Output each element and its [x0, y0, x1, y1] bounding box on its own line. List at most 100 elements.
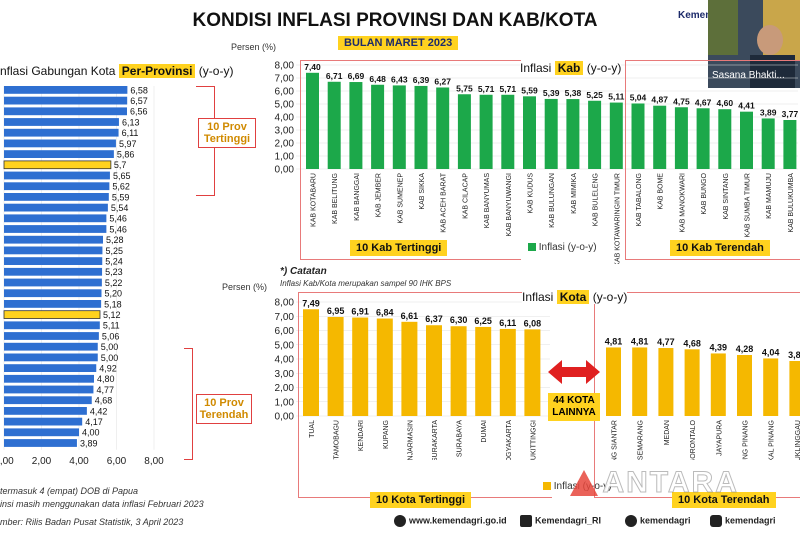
prov-bar — [4, 107, 127, 116]
prov-bar — [4, 278, 102, 287]
kota-middle-line2: LAINNYA — [552, 407, 596, 418]
kab-bar — [761, 118, 775, 169]
kota-ytick: 0,00 — [275, 412, 295, 423]
kab-ytick: 3,00 — [275, 126, 295, 137]
prov-bar — [4, 225, 107, 233]
prov-xtick: 6,00 — [107, 456, 127, 467]
webcam-label: Sasana Bhakti... — [712, 70, 785, 81]
kota-low-bar — [789, 360, 800, 416]
kab-bar-label: 3,89 — [760, 107, 777, 117]
kota-low-bar-label: 4,28 — [736, 344, 754, 354]
prov-bar-label: 5,25 — [105, 246, 123, 256]
prov-bar-label: 5,46 — [109, 224, 127, 234]
prov-xtick: 2,00 — [32, 456, 52, 467]
prov-bar — [4, 214, 107, 223]
prov-xtick: 8,00 — [144, 456, 164, 467]
kota-bar-label: 6,30 — [450, 315, 468, 325]
prov-bar — [4, 203, 108, 212]
prov-bar-label: 5,62 — [112, 182, 130, 192]
double-arrow-icon — [548, 360, 600, 384]
kab-bar — [306, 72, 319, 169]
kab-bar — [783, 119, 797, 169]
prov-bar — [4, 374, 94, 383]
kota-ylabel: Persen (%) — [222, 282, 268, 292]
kota-low-bar — [737, 355, 752, 416]
footer-twitter[interactable]: kemendagri — [625, 515, 691, 527]
kota-ytick: 6,00 — [275, 326, 295, 337]
kab-category-label: KAB BULUNGAN — [549, 173, 556, 228]
prov-bar-label: 5,7 — [114, 160, 127, 170]
prov-bar-label: 5,22 — [105, 278, 123, 288]
prov-bar-label: 5,12 — [103, 310, 121, 320]
kab-title-prefix: Inflasi — [520, 61, 555, 75]
chart-provinsi: 0,00 2,00 4,00 6,00 8,00 6,586,576,566,136,11… — [0, 85, 164, 467]
kota-ytick: 5,00 — [275, 340, 295, 351]
kota-low-bar-label: 4,77 — [657, 337, 675, 347]
kab-bar — [414, 85, 428, 169]
left-source: mber: Rilis Badan Pusat Statistik, 3 Apr… — [0, 517, 184, 527]
prov-bar — [4, 342, 98, 351]
kab-bottom-frame — [625, 60, 800, 260]
prov-bar-label: 4,77 — [96, 385, 114, 395]
prov-bar — [4, 193, 109, 201]
kota-bar — [376, 318, 393, 416]
kab-bar-label: 4,41 — [738, 101, 755, 111]
kota-ytick: 2,00 — [275, 383, 295, 394]
kab-category-label: KAB SINTANG — [723, 173, 730, 220]
kota-ytick: 7,00 — [275, 312, 295, 323]
kota-bar-label: 6,95 — [327, 306, 345, 316]
prov-bar-label: 5,86 — [117, 150, 135, 160]
kab-bar-label: 5,75 — [456, 83, 473, 93]
chart-kabupaten: 0,00 1,00 2,00 3,00 4,00 5,00 6,00 7,00 8,00 7,40… — [275, 61, 799, 265]
kab-ylabel: Persen (%) — [231, 42, 277, 52]
kab-bar — [457, 94, 471, 169]
prov-bar — [4, 289, 102, 298]
kab-bottom-caption: 10 Kab Terendah — [670, 240, 770, 256]
kota-low-bar-label: 4,81 — [631, 336, 649, 346]
kota-category-label: BANJARMASIN — [407, 420, 414, 460]
kab-category-label: KAB JEMBER — [376, 173, 383, 217]
footer-website[interactable]: www.kemendagri.go.id — [394, 515, 507, 527]
kab-bar — [501, 94, 515, 169]
prov-bar — [4, 300, 102, 308]
prov-bar-label: 5,18 — [104, 299, 122, 309]
kab-bar-label: 4,60 — [717, 98, 734, 108]
prov-bar-label: 4,92 — [99, 364, 117, 374]
bottom-prov-bracket — [184, 348, 193, 460]
kab-bar-label: 4,75 — [673, 96, 690, 106]
kab-bar-label: 6,71 — [326, 71, 343, 81]
kab-category-label: KAB MIMIKA — [571, 173, 578, 214]
kab-bar — [523, 96, 536, 169]
kota-category-label: SURAKARTA — [432, 420, 439, 460]
top-prov-label: 10 Prov Tertinggi — [198, 118, 256, 148]
kota-low-category-label: MEDAN — [664, 420, 671, 445]
kab-bar — [718, 109, 732, 169]
kota-bar — [499, 328, 516, 416]
chart-kota: 0,00 1,00 2,00 3,00 4,00 5,00 6,00 7,00 8,00 7,49… — [275, 298, 800, 460]
kab-bar — [371, 84, 385, 169]
prov-bar-label: 4,68 — [95, 396, 113, 406]
kab-ytick: 8,00 — [275, 61, 295, 72]
kota-low-category-label: LUBUKLINGGAU — [795, 420, 800, 460]
prov-bar — [4, 428, 79, 437]
kota-category-label: YOGYAKARTA — [506, 420, 513, 460]
kab-bar — [631, 103, 645, 169]
kota-low-bar-label: 4,68 — [683, 338, 701, 348]
kota-ytick: 3,00 — [275, 369, 295, 380]
facebook-icon — [520, 515, 532, 527]
kota-bar-label: 7,49 — [302, 298, 320, 308]
kab-category-label: KAB BULUKUMBA — [788, 173, 795, 233]
kab-category-label: KAB BANGGAI — [354, 173, 361, 221]
watermark-logo-icon — [570, 470, 598, 496]
prov-bar — [4, 417, 83, 426]
kota-low-bar-label: 4,39 — [710, 342, 728, 352]
kota-bar — [303, 309, 319, 416]
kota-category-label: KUPANG — [383, 420, 390, 449]
kota-category-label: SURABAYA — [457, 420, 464, 457]
kota-bar-label: 6,08 — [524, 318, 542, 328]
footer-instagram[interactable]: kemendagri — [710, 515, 776, 527]
footer-facebook[interactable]: Kemendagri_RI — [520, 515, 601, 527]
kota-bar-label: 6,37 — [425, 314, 443, 324]
kota-category-label: KENDARI — [358, 420, 365, 451]
prov-bar — [4, 396, 92, 405]
